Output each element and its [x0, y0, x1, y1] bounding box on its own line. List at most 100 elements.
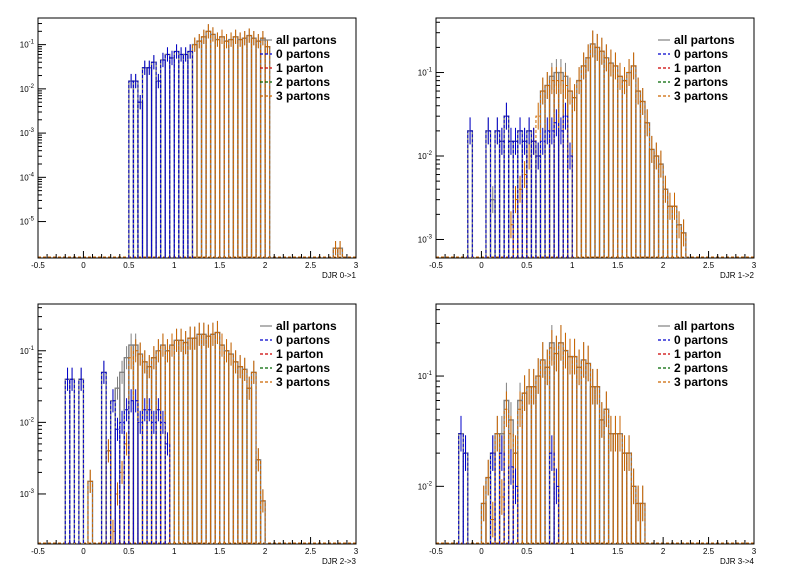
histogram-bin: [544, 130, 551, 258]
x-tick-label: 0.5: [521, 547, 533, 556]
x-tick-label: 1: [570, 547, 575, 556]
x-tick-label: 3: [752, 547, 757, 556]
histogram-bin: [621, 80, 628, 258]
x-tick-label: 1: [570, 261, 575, 270]
legend-label: 1 parton: [276, 347, 323, 361]
x-tick-label: 1.5: [214, 261, 226, 270]
histogram-bin: [517, 130, 523, 258]
x-tick-label: 1.5: [612, 547, 624, 556]
y-tick-label: 10-1: [418, 371, 433, 381]
x-tick-label: 2.5: [305, 547, 317, 556]
pad-djr-1-2: -0.5 0 0.5 1 1.5 2 2.5 3 DJR 1->2 10-3 10-2 10-1 all…: [398, 0, 796, 286]
histogram-bin: [571, 356, 578, 544]
x-tick-label: 1: [172, 547, 177, 556]
histogram-bin: [490, 452, 496, 544]
y-tick-label: 10-2: [418, 151, 433, 161]
histogram-bin: [594, 386, 601, 544]
histogram-bin: [462, 452, 469, 544]
y-tick-label: 10-2: [20, 417, 35, 427]
legend-label: 1 parton: [674, 347, 721, 361]
histogram-bin: [246, 35, 253, 258]
x-axis-label: DJR 3->4: [720, 557, 755, 566]
series-0-partons: [467, 102, 573, 258]
series-3-partons: [480, 325, 646, 544]
y-tick-label: 10-2: [418, 481, 433, 491]
series-0-partons: [64, 360, 171, 544]
histogram-bin: [630, 485, 637, 544]
x-tick-label: 3: [354, 547, 359, 556]
x-tick-label: 2.5: [703, 547, 715, 556]
x-tick-label: 1.5: [214, 547, 226, 556]
histogram-bin: [146, 366, 153, 544]
y-tick-label: 10-1: [418, 68, 433, 78]
x-tick-label: 1.5: [612, 261, 624, 270]
legend-label: 2 partons: [674, 361, 728, 375]
y-tick-label: 10-4: [20, 172, 35, 182]
x-axis-label: DJR 2->3: [322, 557, 357, 566]
histogram-bin: [508, 466, 514, 544]
histogram-bin: [101, 371, 107, 544]
histogram-bin: [251, 371, 257, 544]
x-tick-label: 0.5: [123, 547, 135, 556]
x-tick-label: 0.5: [521, 261, 533, 270]
legend-label: 0 partons: [276, 47, 330, 61]
legend-label: all partons: [674, 33, 735, 47]
histogram-bin: [576, 80, 582, 258]
legend-label: 1 parton: [276, 61, 323, 75]
histogram-bin: [549, 130, 555, 258]
histogram-bin: [191, 337, 198, 544]
histogram-bin: [530, 386, 537, 544]
x-tick-label: -0.5: [429, 547, 443, 556]
histogram-bin: [137, 101, 143, 258]
pad-djr-3-4: -0.5 0 0.5 1 1.5 2 2.5 3 DJR 3->4 10-2 10-1 all par…: [398, 286, 796, 572]
histogram-bin: [246, 387, 253, 544]
legend-label: 0 partons: [674, 47, 728, 61]
histogram-bin: [485, 130, 492, 258]
x-tick-label: -0.5: [31, 547, 45, 556]
histogram-bin: [151, 61, 157, 258]
legend-label: 0 partons: [674, 333, 728, 347]
x-tick-label: 2.5: [703, 261, 715, 270]
y-tick-label: 10-1: [20, 40, 35, 50]
legend-label: 2 partons: [276, 361, 330, 375]
x-tick-label: 2: [263, 261, 268, 270]
x-tick-label: 2: [263, 547, 268, 556]
y-tick-label: 10-3: [20, 489, 35, 499]
histogram-bin: [553, 485, 560, 544]
x-tick-label: 0: [81, 547, 86, 556]
y-tick-label: 10-3: [20, 128, 35, 138]
histogram-bin: [78, 378, 85, 544]
histogram-bin: [264, 46, 271, 258]
series-0-partons: [458, 415, 560, 544]
x-axis-label: DJR 1->2: [720, 271, 755, 280]
histogram-bin: [526, 130, 532, 258]
legend-label: 2 partons: [276, 75, 330, 89]
histogram-bin: [567, 356, 573, 544]
legend-label: all partons: [276, 319, 337, 333]
x-tick-label: 1: [172, 261, 177, 270]
histogram-bin: [499, 452, 505, 544]
histogram-bin: [264, 45, 271, 258]
histogram-bin: [526, 386, 532, 544]
histogram-bin: [589, 386, 596, 544]
x-tick-label: 0: [479, 547, 484, 556]
y-tick-label: 10-5: [20, 217, 35, 227]
legend-label: 2 partons: [674, 75, 728, 89]
legend-label: 3 partons: [276, 375, 330, 389]
x-axis-label: DJR 0->1: [322, 271, 357, 280]
x-tick-label: 2.5: [305, 261, 317, 270]
x-tick-label: 0.5: [123, 261, 135, 270]
x-tick-label: 3: [354, 261, 359, 270]
y-tick-label: 10-2: [20, 84, 35, 94]
legend-label: 3 partons: [674, 89, 728, 103]
histogram-bin: [87, 480, 94, 544]
series-0-partons: [128, 44, 193, 258]
pad-djr-2-3: -0.5 0 0.5 1 1.5 2 2.5 3 DJR 2->3 10-3 10-2 10-1 all…: [0, 286, 398, 572]
y-tick-label: 10-3: [418, 234, 433, 244]
